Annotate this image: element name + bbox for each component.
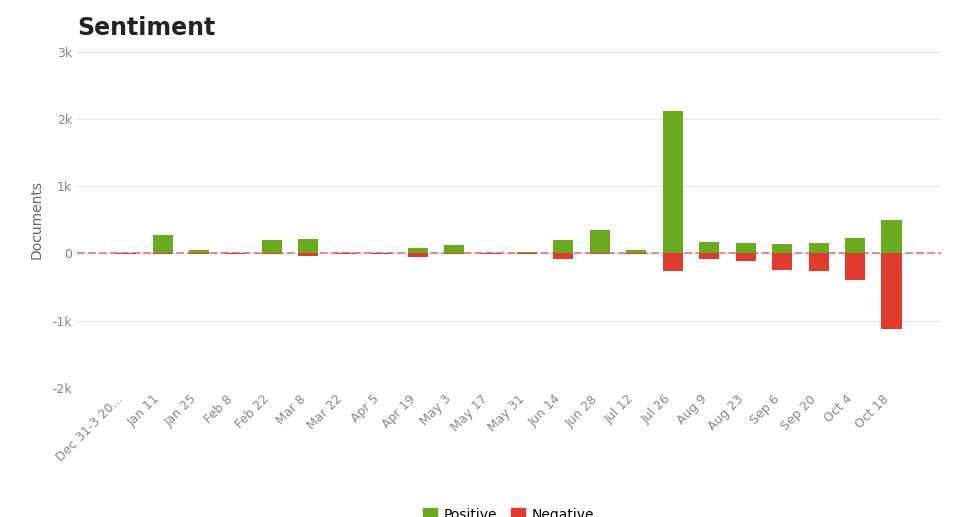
Bar <box>662 253 683 271</box>
Bar <box>299 239 319 253</box>
Bar <box>808 243 828 253</box>
Bar <box>408 248 428 253</box>
Bar <box>845 253 865 280</box>
Bar <box>699 242 719 253</box>
Bar <box>262 253 282 254</box>
Bar <box>626 250 646 253</box>
Legend: Positive, Negative: Positive, Negative <box>423 508 594 517</box>
Bar <box>881 253 901 329</box>
Bar <box>881 220 901 253</box>
Bar <box>626 253 646 254</box>
Bar <box>554 240 573 253</box>
Bar <box>662 111 683 253</box>
Bar <box>517 252 537 253</box>
Bar <box>408 253 428 257</box>
Bar <box>772 253 792 270</box>
Bar <box>735 253 756 262</box>
Bar <box>554 253 573 260</box>
Bar <box>699 253 719 258</box>
Bar <box>845 238 865 253</box>
Bar <box>189 250 209 253</box>
Bar <box>589 230 610 253</box>
Bar <box>444 245 464 253</box>
Bar <box>735 243 756 253</box>
Bar <box>589 253 610 254</box>
Bar <box>153 235 173 253</box>
Text: Sentiment: Sentiment <box>77 16 215 40</box>
Bar <box>772 244 792 253</box>
Bar <box>808 253 828 271</box>
Bar <box>299 253 319 256</box>
Y-axis label: Documents: Documents <box>30 180 44 259</box>
Bar <box>262 240 282 253</box>
Bar <box>226 253 246 254</box>
